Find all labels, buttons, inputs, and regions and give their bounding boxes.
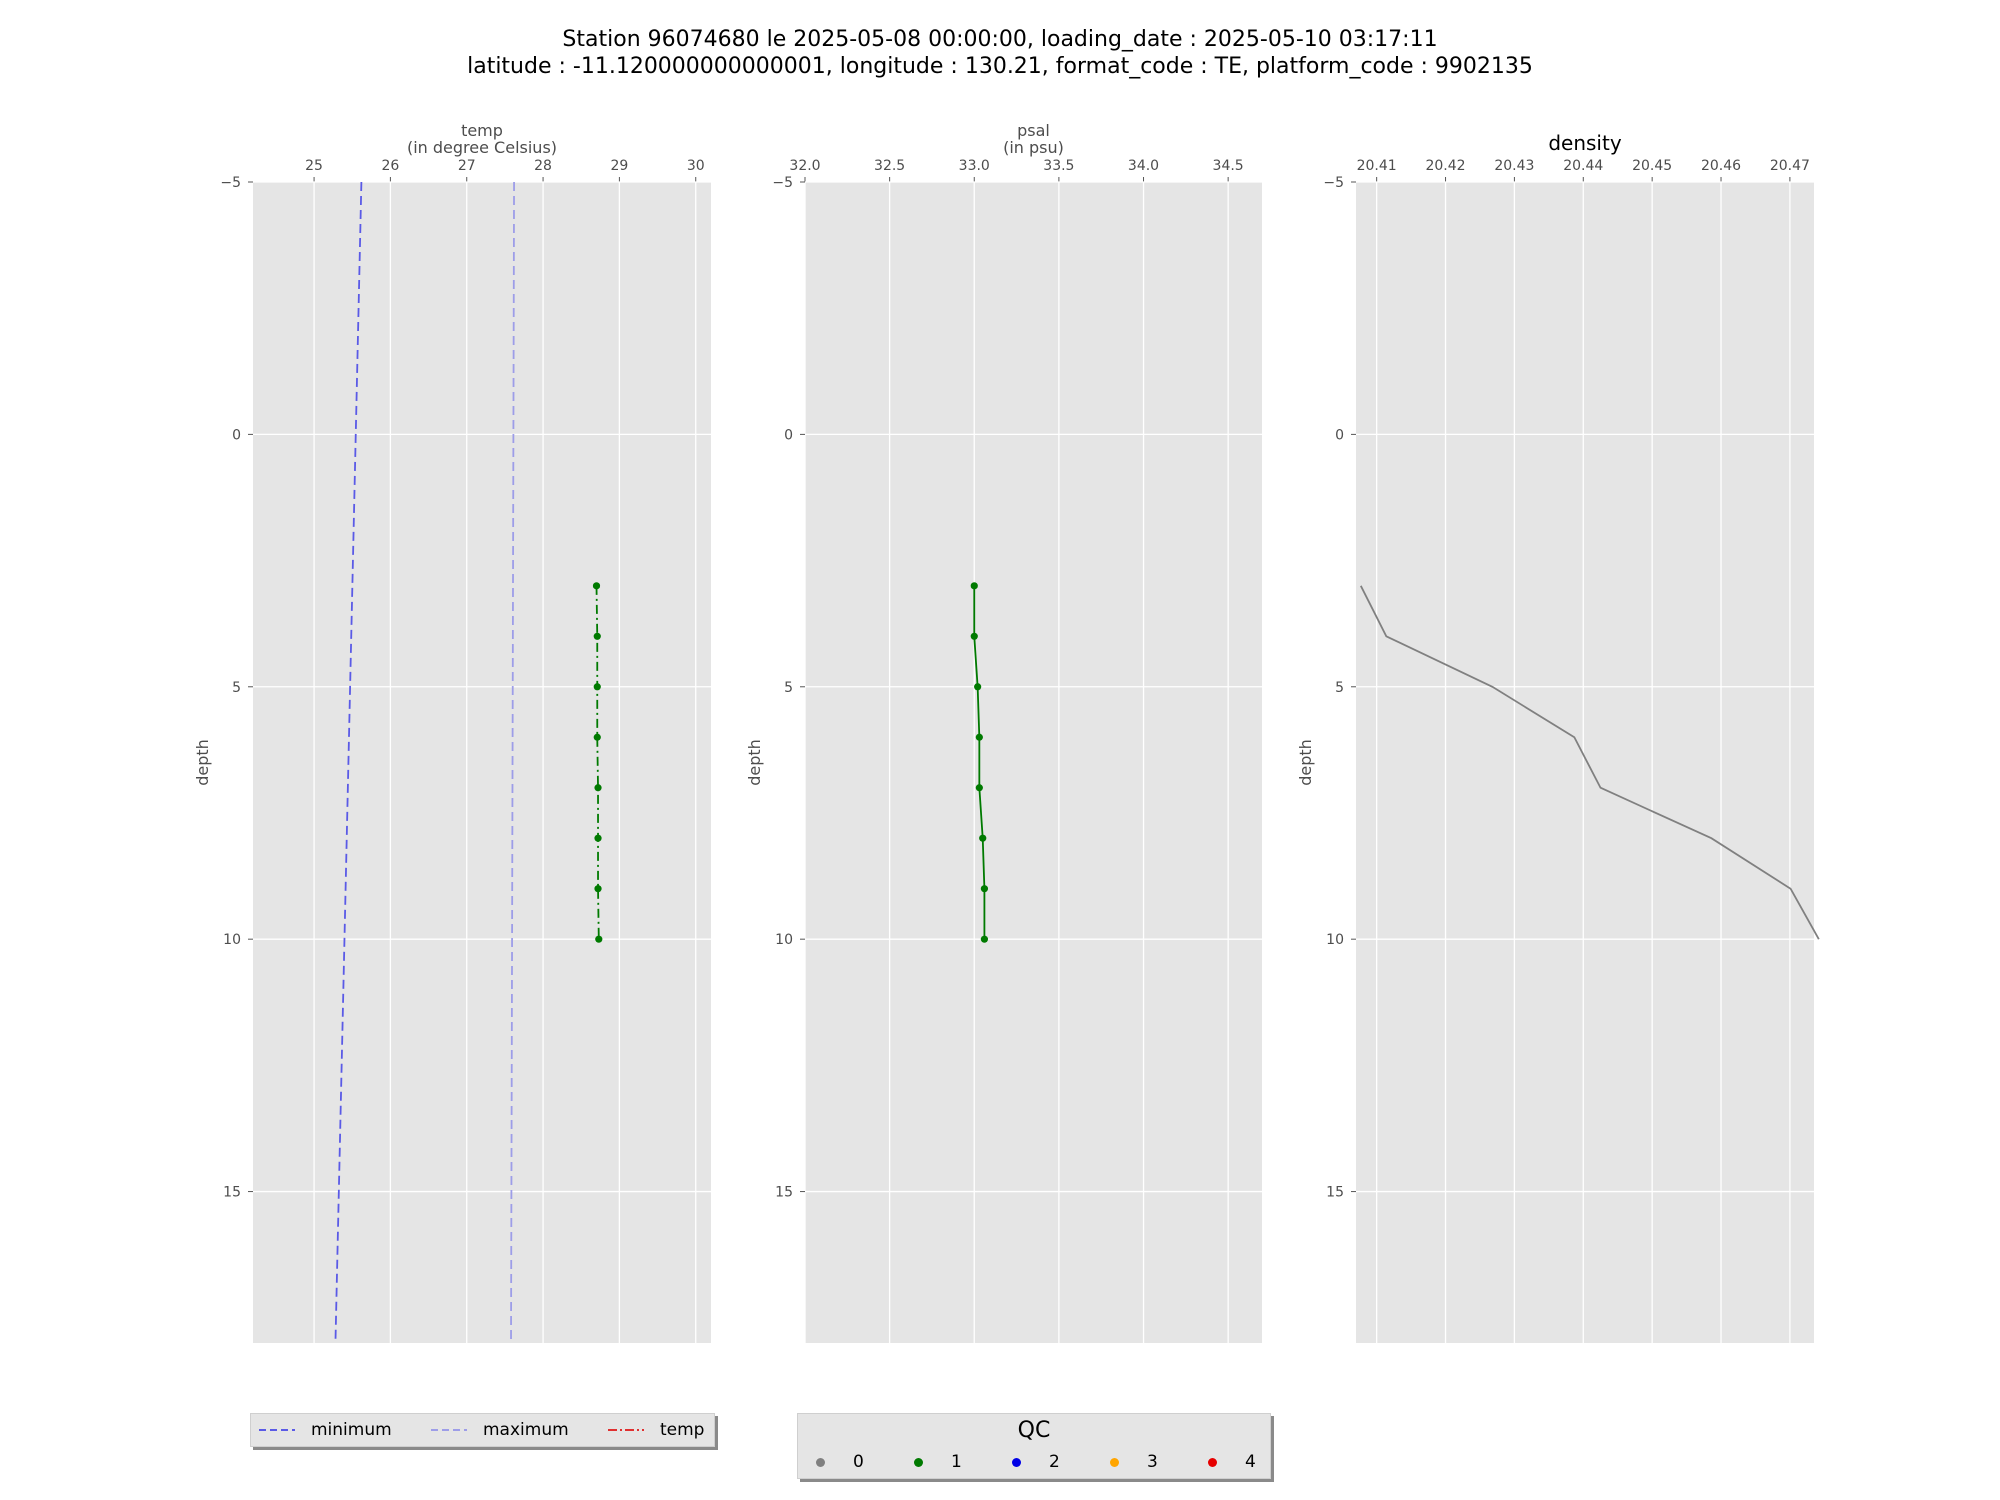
- data-point-temp: [593, 632, 601, 640]
- y-tick-label: 0: [1335, 427, 1344, 443]
- x-tick-label: 20.44: [1563, 158, 1603, 174]
- data-point-psal: [980, 935, 989, 943]
- figure-title-line-2: latitude : -11.120000000000001, longitud…: [467, 54, 1533, 79]
- figure-title-line-1: Station 96074680 le 2025-05-08 00:00:00,…: [562, 27, 1438, 52]
- x-tick-label: 34.0: [1128, 158, 1159, 174]
- x-tick-label: 33.5: [1043, 158, 1074, 174]
- legend-label-minimum: minimum: [311, 1420, 392, 1440]
- data-point-psal: [975, 784, 983, 792]
- x-tick-label: 20.42: [1425, 158, 1465, 174]
- y-tick-label: 0: [784, 427, 793, 443]
- x-axis-label: psal: [1017, 121, 1050, 140]
- legend-label-maximum: maximum: [483, 1420, 569, 1440]
- x-tick-label: 32.5: [874, 158, 905, 174]
- x-tick-label: 20.41: [1357, 158, 1397, 174]
- qc-dot-3: [1110, 1457, 1119, 1467]
- x-tick-label: 34.5: [1213, 158, 1244, 174]
- y-tick-label: 0: [232, 427, 241, 443]
- x-tick-label: 30: [687, 158, 705, 174]
- data-point-psal: [979, 834, 987, 842]
- x-tick-label: 20.43: [1494, 158, 1534, 174]
- qc-label-4: 4: [1245, 1452, 1256, 1472]
- qc-legend-item-2: 2: [1012, 1450, 1060, 1474]
- x-axis-label: (in psu): [1003, 138, 1064, 157]
- y-axis-label: depth: [193, 739, 212, 786]
- x-axis-label: (in degree Celsius): [407, 138, 557, 157]
- legend-swatch-temp: [608, 1429, 644, 1431]
- qc-label-3: 3: [1147, 1452, 1158, 1472]
- qc-dot-2: [1012, 1457, 1021, 1467]
- x-tick-label: 29: [610, 158, 628, 174]
- y-tick-label: 5: [784, 680, 793, 696]
- x-tick-label: 20.47: [1770, 158, 1810, 174]
- data-point-temp: [592, 582, 601, 590]
- y-tick-label: −5: [772, 175, 793, 191]
- data-point-psal: [974, 683, 982, 691]
- y-axis-label: depth: [1296, 739, 1315, 786]
- y-tick-label: −5: [220, 175, 241, 191]
- x-tick-label: 26: [381, 158, 399, 174]
- panel-title: density: [1548, 131, 1621, 155]
- x-tick-label: 20.45: [1632, 158, 1672, 174]
- panel-psal: 32.0 32.5 33.0 33.5 34.0 34.5 −5 0 5 10 15 depth psa…: [745, 121, 1262, 1343]
- qc-legend: QC 0 1 2 3 4: [797, 1413, 1271, 1479]
- y-tick-label: 5: [232, 680, 241, 696]
- series-line-density: [1360, 585, 1820, 940]
- qc-dot-4: [1208, 1457, 1217, 1467]
- line-legend: minimum maximum temp: [250, 1413, 715, 1447]
- legend-swatch-minimum: [259, 1429, 295, 1431]
- series-line-minimum: [334, 181, 363, 1344]
- qc-legend-item-0: 0: [816, 1450, 864, 1474]
- y-tick-label: 10: [775, 932, 793, 948]
- plot-area-temp: [253, 182, 711, 1343]
- data-point-temp: [594, 885, 602, 893]
- qc-label-0: 0: [853, 1452, 864, 1472]
- legend-swatch-maximum: [431, 1429, 467, 1431]
- legend-item-temp: temp: [606, 1414, 704, 1446]
- y-tick-label: 15: [1326, 1185, 1344, 1201]
- series-line-psal: [973, 585, 986, 940]
- qc-label-2: 2: [1049, 1452, 1060, 1472]
- y-axis-label: depth: [745, 739, 764, 786]
- legend-item-maximum: maximum: [429, 1414, 569, 1446]
- data-point-temp: [593, 733, 601, 741]
- qc-legend-item-3: 3: [1110, 1450, 1158, 1474]
- plot-area-density: [1356, 182, 1814, 1343]
- qc-legend-item-4: 4: [1208, 1450, 1256, 1474]
- y-tick-label: 10: [223, 932, 241, 948]
- panel-density: 20.41 20.42 20.43 20.44 20.45 20.46 20.47 −5 0 5 1…: [1296, 131, 1820, 1343]
- qc-label-1: 1: [951, 1452, 962, 1472]
- data-point-temp: [593, 683, 601, 691]
- y-tick-label: 15: [223, 1185, 241, 1201]
- data-point-psal: [980, 885, 989, 893]
- qc-legend-title: QC: [1017, 1418, 1051, 1443]
- x-axis-label: temp: [461, 121, 503, 140]
- data-point-psal: [970, 582, 978, 590]
- series-line-maximum: [510, 181, 515, 1344]
- data-point-temp: [595, 935, 603, 943]
- x-tick-label: 28: [534, 158, 552, 174]
- panel-temp: 25 26 27 28 29 30 −5 0 5 10 15 depth temp(in degree …: [193, 121, 711, 1344]
- series-line-temp: [595, 585, 600, 940]
- data-point-psal: [975, 733, 983, 741]
- y-tick-label: 10: [1326, 932, 1344, 948]
- legend-item-minimum: minimum: [257, 1414, 392, 1446]
- y-tick-label: 5: [1335, 680, 1344, 696]
- legend-label-temp: temp: [660, 1420, 705, 1440]
- data-point-temp: [594, 834, 602, 842]
- qc-dot-0: [816, 1457, 825, 1467]
- y-tick-label: 15: [775, 1185, 793, 1201]
- data-point-temp: [594, 784, 602, 792]
- x-tick-label: 32.0: [789, 158, 820, 174]
- y-tick-label: −5: [1323, 175, 1344, 191]
- qc-legend-item-1: 1: [914, 1450, 962, 1474]
- x-tick-label: 33.0: [959, 158, 990, 174]
- x-tick-label: 25: [305, 158, 323, 174]
- plot-area-psal: [805, 182, 1262, 1343]
- x-tick-label: 20.46: [1701, 158, 1741, 174]
- data-point-psal: [970, 632, 978, 640]
- qc-dot-1: [914, 1457, 923, 1467]
- x-tick-label: 27: [458, 158, 476, 174]
